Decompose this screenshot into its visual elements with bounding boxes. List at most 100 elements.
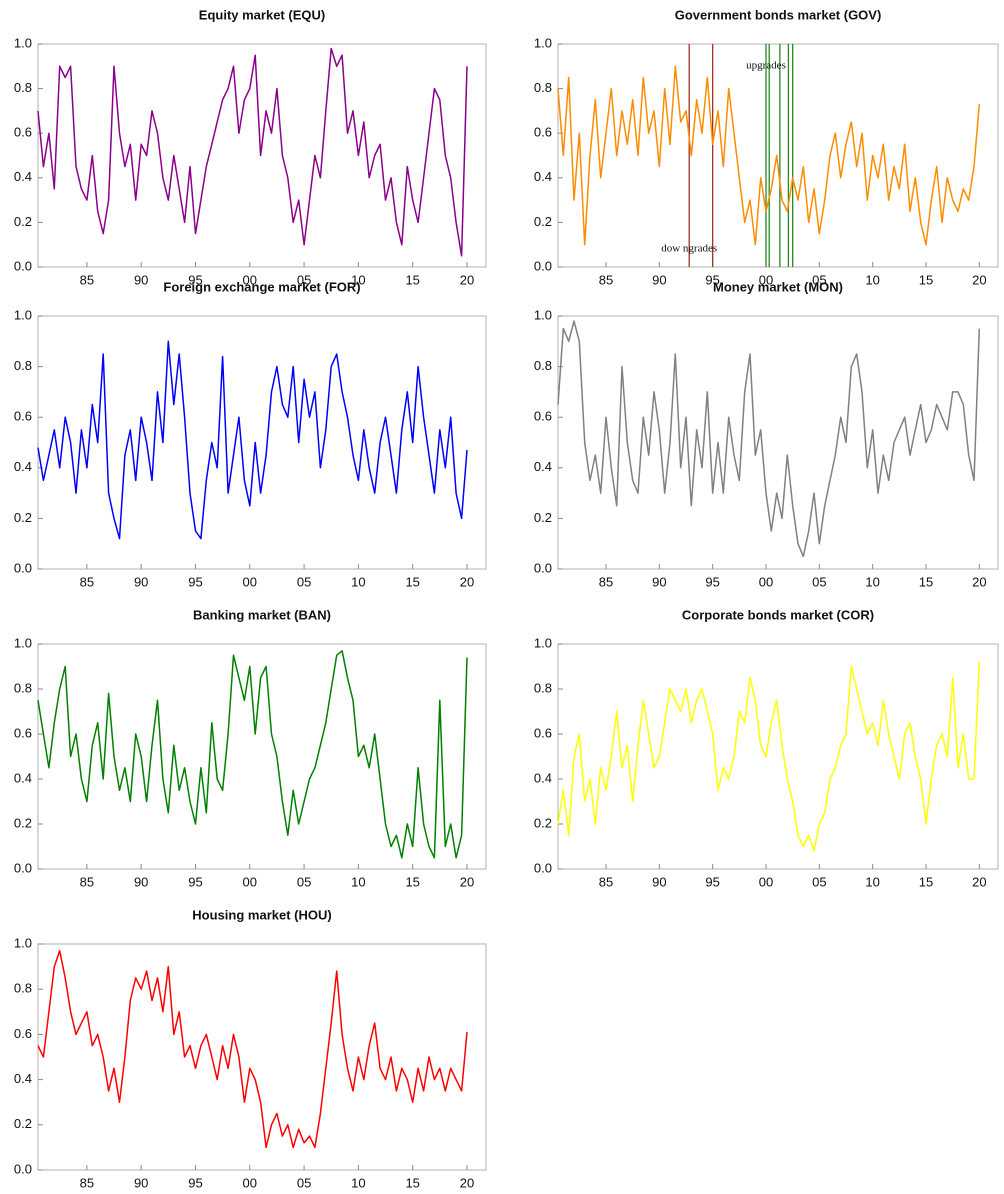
x-tick-label: 10 [351,272,365,287]
x-tick-label: 85 [80,272,94,287]
y-tick-label: 0.6 [534,409,552,424]
x-tick-label: 20 [972,874,986,889]
x-tick-label: 90 [652,574,666,589]
y-tick-label: 0.4 [534,169,552,184]
panel-title: Corporate bonds market (COR) [682,607,874,622]
x-tick-label: 90 [134,1175,148,1190]
y-tick-label: 0.4 [534,459,552,474]
panel-title: Foreign exchange market (FOR) [163,279,360,294]
x-tick-label: 20 [460,874,474,889]
y-tick-label: 0.0 [14,560,32,575]
x-tick-label: 20 [460,1175,474,1190]
x-tick-label: 85 [80,574,94,589]
x-tick-label: 95 [705,874,719,889]
plot-frame [37,315,487,570]
x-tick-label: 15 [405,574,419,589]
x-tick-label: 00 [243,272,257,287]
x-tick-label: 15 [405,874,419,889]
y-tick-label: 0.0 [534,258,552,273]
x-tick-label: 90 [134,574,148,589]
panel-title: Money market (MON) [713,279,843,294]
x-tick-label: 15 [919,272,933,287]
panel-title: Housing market (HOU) [192,907,331,922]
y-tick-label: 0.0 [534,860,552,875]
y-tick-label: 0.4 [14,1071,32,1086]
y-tick-label: 0.2 [534,214,552,229]
x-tick-label: 05 [297,1175,311,1190]
y-tick-label: 0.2 [14,815,32,830]
event-label: upgrades [746,60,786,72]
y-tick-label: 0.2 [14,510,32,525]
x-tick-label: 95 [188,272,202,287]
x-tick-label: 10 [865,574,879,589]
plot-frame [37,943,487,1171]
x-tick-label: 15 [919,874,933,889]
y-tick-label: 1.0 [14,35,32,50]
x-tick-label: 10 [865,874,879,889]
plot-frame [557,643,999,870]
x-tick-label: 10 [351,874,365,889]
x-tick-label: 10 [351,574,365,589]
x-tick-label: 85 [599,272,613,287]
data-line [557,65,981,246]
x-tick-label: 20 [972,574,986,589]
x-tick-label: 05 [297,874,311,889]
y-tick-label: 0.0 [534,560,552,575]
data-line [37,950,468,1149]
x-tick-label: 00 [759,574,773,589]
x-tick-label: 95 [188,874,202,889]
y-tick-label: 0.2 [534,815,552,830]
event-label: dow ngrades [661,243,717,255]
data-line [37,47,468,257]
y-tick-label: 0.6 [534,125,552,140]
y-tick-label: 0.0 [14,860,32,875]
panel-title: Government bonds market (GOV) [675,7,882,22]
x-tick-label: 90 [652,874,666,889]
y-tick-label: 0.8 [534,80,552,95]
y-tick-label: 1.0 [14,935,32,950]
x-tick-label: 05 [812,574,826,589]
y-tick-label: 0.4 [14,459,32,474]
x-tick-label: 85 [599,574,613,589]
x-tick-label: 00 [243,574,257,589]
x-tick-label: 20 [972,272,986,287]
x-tick-label: 95 [705,272,719,287]
y-tick-label: 0.0 [14,1161,32,1176]
x-tick-label: 90 [134,272,148,287]
x-tick-label: 20 [460,272,474,287]
x-tick-label: 10 [865,272,879,287]
panel-title: Banking market (BAN) [193,607,331,622]
plot-frame [37,43,487,268]
x-tick-label: 15 [405,1175,419,1190]
y-tick-label: 0.4 [14,169,32,184]
y-tick-label: 0.4 [534,770,552,785]
y-tick-label: 1.0 [534,35,552,50]
y-tick-label: 0.8 [14,358,32,373]
x-tick-label: 00 [243,1175,257,1190]
x-tick-label: 95 [705,574,719,589]
x-tick-label: 10 [351,1175,365,1190]
y-tick-label: 0.6 [14,125,32,140]
data-line [37,650,468,859]
plot-frame [37,643,487,870]
x-tick-label: 00 [759,874,773,889]
x-tick-label: 85 [80,874,94,889]
y-tick-label: 0.6 [14,725,32,740]
y-tick-label: 1.0 [534,635,552,650]
x-tick-label: 05 [297,574,311,589]
y-tick-label: 0.8 [14,80,32,95]
y-tick-label: 0.2 [14,214,32,229]
x-tick-label: 00 [759,272,773,287]
x-tick-label: 15 [405,272,419,287]
data-line [37,340,468,540]
x-tick-label: 20 [460,574,474,589]
x-tick-label: 15 [919,574,933,589]
data-line [557,320,981,558]
y-tick-label: 0.6 [534,725,552,740]
y-tick-label: 0.6 [14,1026,32,1041]
x-tick-label: 95 [188,574,202,589]
y-tick-label: 0.6 [14,409,32,424]
data-line [557,661,981,852]
x-tick-label: 90 [134,874,148,889]
y-tick-label: 1.0 [14,307,32,322]
